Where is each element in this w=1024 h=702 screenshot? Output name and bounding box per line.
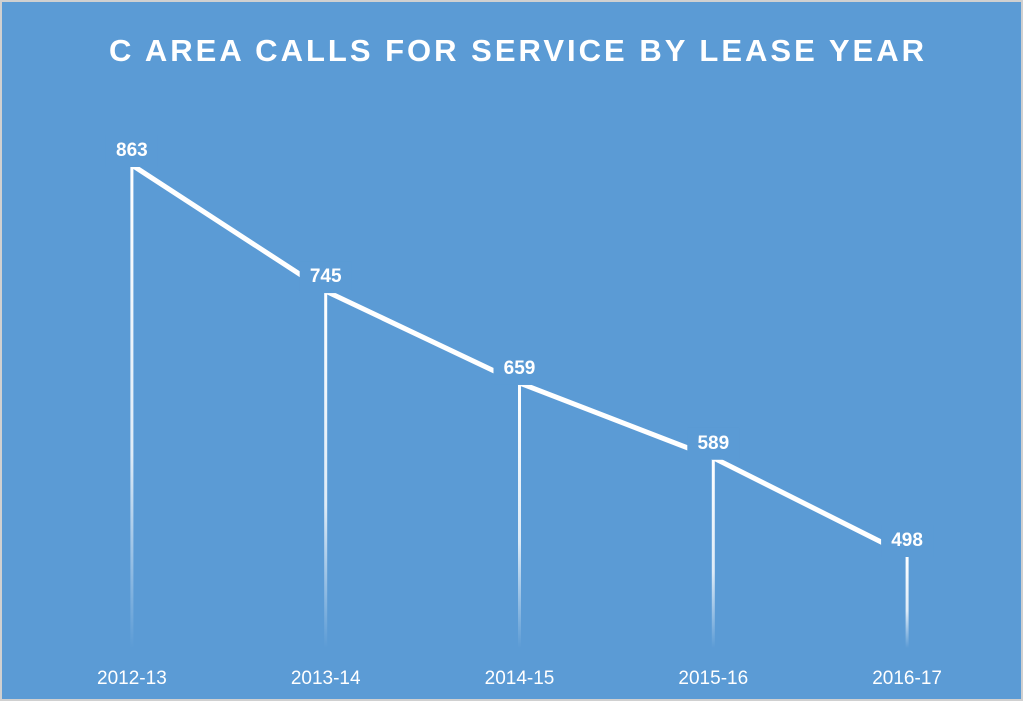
drop-line (905, 555, 909, 648)
x-tick-label: 2015-16 (678, 668, 748, 689)
data-label-background (105, 135, 158, 167)
x-tick-label: 2016-17 (872, 668, 942, 689)
drop-line (130, 165, 134, 648)
data-label: 745 (310, 266, 342, 287)
x-tick-label: 2012-13 (97, 668, 167, 689)
data-label: 498 (891, 530, 923, 551)
data-label: 589 (697, 433, 729, 454)
data-label-background (299, 261, 352, 294)
data-label: 863 (116, 140, 148, 161)
data-label-background (493, 352, 546, 385)
data-label-background (881, 525, 934, 557)
drop-line (711, 457, 715, 648)
drop-line (518, 382, 521, 648)
drop-line (324, 291, 328, 648)
data-label: 659 (504, 358, 536, 379)
chart-title: C AREA CALLS FOR SERVICE BY LEASE YEAR (109, 33, 927, 68)
x-tick-label: 2013-14 (291, 668, 361, 689)
x-tick-label: 2014-15 (485, 668, 555, 689)
data-label-background (687, 427, 740, 460)
